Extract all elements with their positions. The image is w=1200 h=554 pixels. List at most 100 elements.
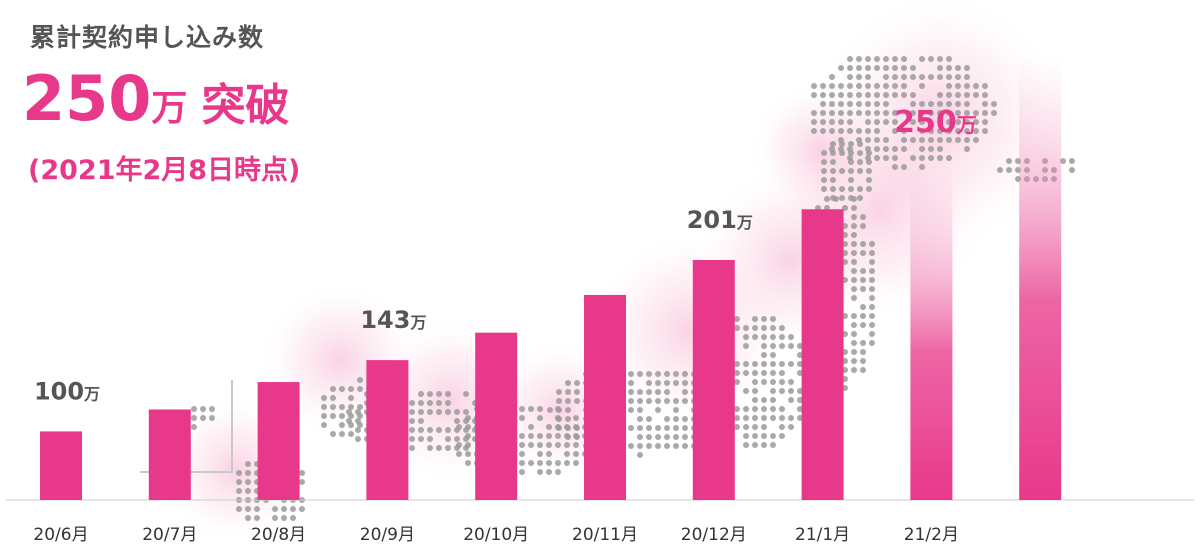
map-dot — [519, 469, 525, 475]
map-dot — [436, 409, 442, 415]
map-dot — [779, 424, 785, 430]
map-dot — [528, 460, 534, 466]
map-dot — [860, 322, 866, 328]
map-dot — [937, 92, 943, 98]
map-dot — [869, 340, 875, 346]
map-dot — [851, 241, 857, 247]
map-dot — [355, 436, 361, 442]
map-dot — [637, 416, 643, 422]
map-dot — [245, 470, 251, 476]
map-dot — [290, 506, 296, 512]
map-dot — [565, 407, 571, 413]
map-dot — [673, 443, 679, 449]
map-dot — [865, 92, 871, 98]
map-dot — [955, 74, 961, 80]
map-dot — [869, 322, 875, 328]
map-dot — [856, 92, 862, 98]
map-dot — [236, 470, 242, 476]
map-dot — [946, 119, 952, 125]
map-dot — [445, 445, 451, 451]
map-dot — [851, 286, 857, 292]
map-dot — [628, 380, 634, 386]
map-dot — [673, 398, 679, 404]
map-dot — [928, 110, 934, 116]
map-dot — [321, 404, 327, 410]
map-dot — [892, 164, 898, 170]
map-dot — [838, 92, 844, 98]
bar — [692, 260, 735, 500]
map-dot — [564, 433, 570, 439]
map-dot — [637, 443, 643, 449]
map-dot — [436, 427, 442, 433]
map-dot — [910, 110, 916, 116]
map-dot — [682, 434, 688, 440]
map-dot — [752, 406, 758, 412]
map-dot — [851, 349, 857, 355]
map-dot — [857, 141, 863, 147]
map-dot — [910, 155, 916, 161]
headline-number: 250 — [22, 62, 152, 135]
map-dot — [883, 137, 889, 143]
map-dot — [519, 442, 525, 448]
map-dot — [761, 379, 767, 385]
map-dot — [574, 380, 580, 386]
map-dot — [770, 442, 776, 448]
map-dot — [848, 159, 854, 165]
map-dot — [673, 434, 679, 440]
map-dot — [860, 223, 866, 229]
map-dot — [409, 400, 415, 406]
map-dot — [281, 515, 287, 521]
map-dot — [860, 268, 866, 274]
map-dot — [555, 460, 561, 466]
map-dot — [355, 427, 361, 433]
map-dot — [743, 442, 749, 448]
map-dot — [761, 415, 767, 421]
x-tick-label: 20/8月 — [251, 525, 306, 545]
map-dot — [857, 186, 863, 192]
map-dot — [937, 155, 943, 161]
map-dot — [982, 128, 988, 134]
map-dot — [330, 413, 336, 419]
map-dot — [664, 371, 670, 377]
map-dot — [200, 415, 206, 421]
map-dot — [456, 451, 462, 457]
map-dot — [847, 128, 853, 134]
map-dot — [779, 325, 785, 331]
map-dot — [761, 370, 767, 376]
map-dot — [655, 398, 661, 404]
map-dot — [770, 370, 776, 376]
map-dot — [937, 74, 943, 80]
map-dot — [743, 424, 749, 430]
map-dot — [821, 177, 827, 183]
map-dot — [339, 404, 345, 410]
map-dot — [637, 389, 643, 395]
map-dot — [463, 418, 469, 424]
map-dot — [779, 415, 785, 421]
map-dot — [761, 334, 767, 340]
map-dot — [556, 389, 562, 395]
map-dot — [991, 101, 997, 107]
map-dot — [519, 433, 525, 439]
map-dot — [901, 56, 907, 62]
map-dot — [646, 398, 652, 404]
map-glow — [750, 80, 890, 220]
bar — [148, 409, 191, 500]
map-dot — [463, 391, 469, 397]
map-dot — [752, 424, 758, 430]
map-dot — [820, 92, 826, 98]
map-dot — [565, 380, 571, 386]
map-dot — [752, 334, 758, 340]
map-dot — [245, 488, 251, 494]
map-dot — [628, 371, 634, 377]
map-dot — [892, 146, 898, 152]
map-dot — [236, 479, 242, 485]
map-dot — [272, 515, 278, 521]
map-dot — [646, 425, 652, 431]
map-dot — [330, 395, 336, 401]
map-dot — [874, 155, 880, 161]
map-dot — [682, 425, 688, 431]
map-dot — [788, 334, 794, 340]
map-dot — [865, 83, 871, 89]
map-dot — [519, 415, 525, 421]
map-dot — [339, 386, 345, 392]
